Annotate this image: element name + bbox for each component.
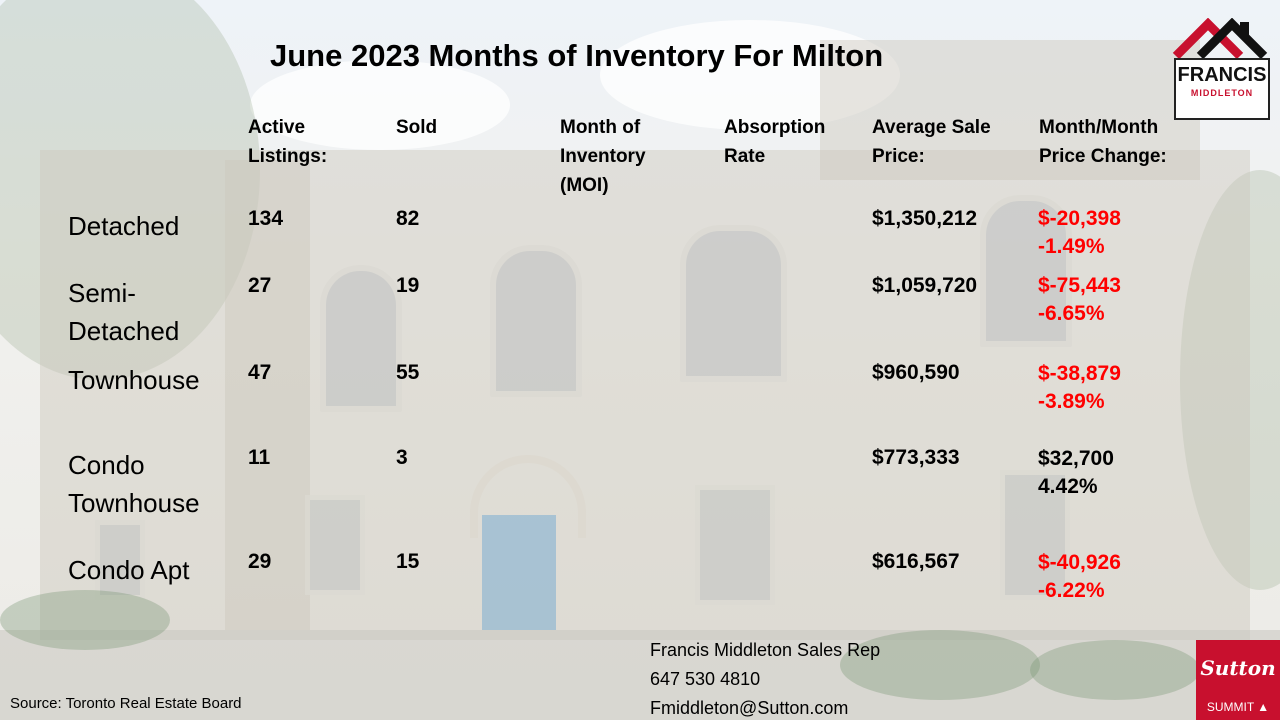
price-change-amount: $-75,443: [1038, 274, 1121, 297]
header-line: (MOI): [560, 175, 609, 196]
sold-value: 15: [396, 550, 420, 573]
price-change-cell: $32,700 4.42%: [1038, 445, 1114, 501]
contact-email: Fmiddleton@Sutton.com: [650, 698, 849, 718]
francis-middleton-logo: FRANCIS MIDDLETON: [1170, 17, 1270, 120]
row-category-semi-detached: Semi- Detached: [68, 274, 179, 350]
house-roof-icon: [1172, 17, 1268, 60]
header-line: Inventory: [560, 146, 646, 167]
sold-value: 3: [396, 446, 408, 469]
average-price-value: $960,590: [872, 361, 960, 384]
logo-name: FRANCIS: [1177, 64, 1267, 86]
header-average-sale-price: Average Sale Price:: [872, 113, 991, 171]
header-line: Price:: [872, 146, 925, 167]
sutton-logo: Sutton SUMMIT ▲: [1196, 640, 1280, 720]
header-line: Absorption: [724, 117, 826, 138]
contact-block: Francis Middleton Sales Rep 647 530 4810…: [650, 636, 880, 723]
header-line: Rate: [724, 146, 766, 167]
price-change-percent: -3.89%: [1038, 390, 1105, 413]
category-line: Condo Apt: [68, 555, 190, 585]
sutton-sub: SUMMIT ▲: [1196, 700, 1280, 714]
average-price-value: $773,333: [872, 446, 960, 469]
price-change-amount: $-20,398: [1038, 207, 1121, 230]
price-change-percent: -6.22%: [1038, 579, 1105, 602]
average-price-value: $1,059,720: [872, 274, 978, 297]
row-category-detached: Detached: [68, 207, 179, 245]
price-change-cell: $-38,879 -3.89%: [1038, 360, 1121, 416]
price-change-cell: $-40,926 -6.22%: [1038, 549, 1121, 605]
page-title: June 2023 Months of Inventory For Milton: [270, 38, 884, 73]
header-line: Month/Month: [1039, 117, 1159, 138]
header-sold: Sold: [396, 117, 438, 138]
average-price-value: $1,350,212: [872, 207, 978, 230]
price-change-cell: $-75,443 -6.65%: [1038, 272, 1121, 328]
active-listings-value: 47: [248, 361, 272, 384]
sold-value: 82: [396, 207, 420, 230]
category-line: Semi-: [68, 278, 136, 308]
header-absorption-rate: Absorption Rate: [724, 113, 825, 171]
price-change-amount: $-38,879: [1038, 362, 1121, 385]
sold-value: 19: [396, 274, 420, 297]
sutton-word: Sutton: [1200, 656, 1276, 680]
logo-sub: MIDDLETON: [1190, 88, 1254, 98]
price-change-amount: $-40,926: [1038, 551, 1121, 574]
active-listings-value: 29: [248, 550, 272, 573]
category-line: Detached: [68, 211, 180, 241]
mountain-icon: ▲: [1257, 700, 1270, 714]
door: [482, 515, 556, 630]
row-category-townhouse: Townhouse: [68, 361, 200, 399]
active-listings-value: 134: [248, 207, 284, 230]
header-line: Average Sale: [872, 117, 991, 138]
price-change-percent: -1.49%: [1038, 235, 1105, 258]
header-moi: Month of Inventory (MOI): [560, 113, 646, 200]
price-change-cell: $-20,398 -1.49%: [1038, 205, 1121, 261]
active-listings-value: 27: [248, 274, 272, 297]
price-change-percent: -6.65%: [1038, 302, 1105, 325]
header-line: Active: [248, 117, 306, 138]
category-line: Condo: [68, 450, 145, 480]
header-active-listings: Active Listings:: [248, 113, 327, 171]
active-listings-value: 11: [248, 446, 271, 469]
source-note: Source: Toronto Real Estate Board: [10, 695, 242, 712]
row-category-condo-apt: Condo Apt: [68, 551, 189, 589]
contact-phone: 647 530 4810: [650, 669, 761, 689]
sold-value: 55: [396, 361, 420, 384]
row-category-condo-townhouse: Condo Townhouse: [68, 446, 200, 522]
header-line: Month of: [560, 117, 641, 138]
price-change-percent: 4.42%: [1038, 475, 1098, 498]
category-line: Townhouse: [68, 365, 200, 395]
price-change-amount: $32,700: [1038, 447, 1114, 470]
header-line: Listings:: [248, 146, 328, 167]
average-price-value: $616,567: [872, 550, 960, 573]
header-month-price-change: Month/Month Price Change:: [1039, 113, 1167, 171]
sutton-sub-label: SUMMIT: [1206, 700, 1254, 714]
header-line: Price Change:: [1039, 146, 1167, 167]
contact-name: Francis Middleton Sales Rep: [650, 640, 881, 660]
category-line: Townhouse: [68, 488, 200, 518]
category-line: Detached: [68, 316, 180, 346]
